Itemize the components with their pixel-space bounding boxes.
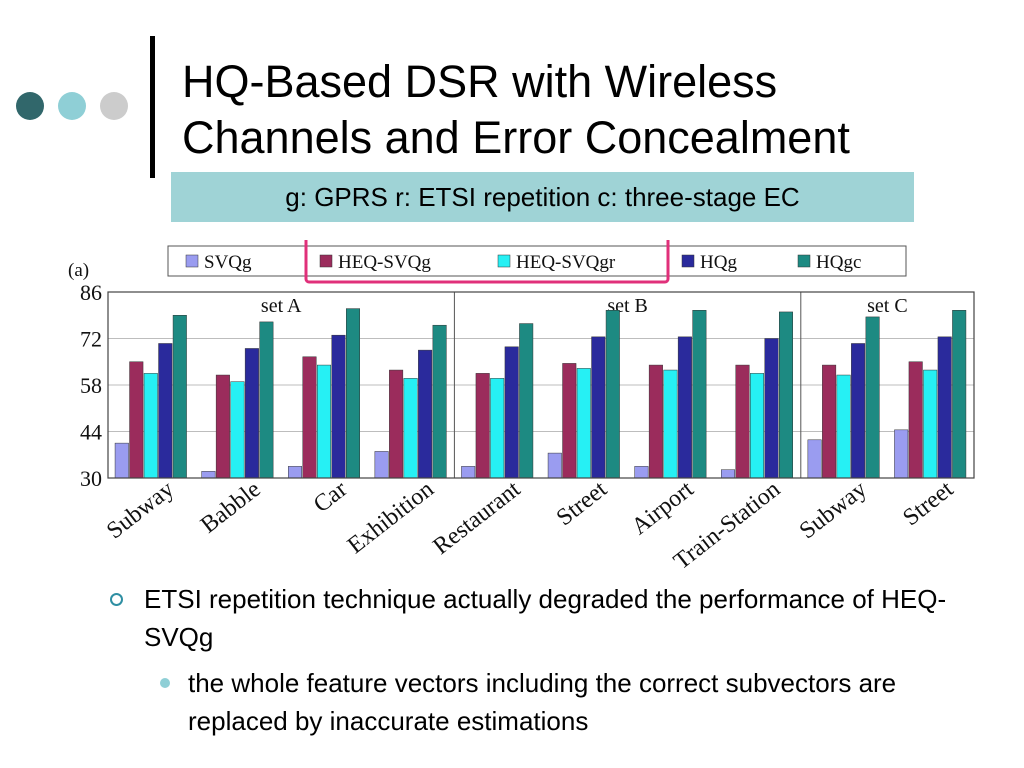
decorative-dots: [16, 92, 128, 120]
bar: [894, 429, 909, 479]
bar: [374, 451, 389, 479]
bar: [230, 381, 245, 479]
sub-bullet-text: the whole feature vectors including the …: [188, 668, 897, 736]
x-tick-label: Airport: [627, 476, 699, 540]
bar: [807, 439, 822, 479]
legend-swatch: [681, 254, 695, 268]
slide-title-line-2: Channels and Error Concealment: [182, 112, 850, 163]
slide-title: HQ-Based DSR with Wireless Channels and …: [182, 54, 850, 166]
bar: [822, 364, 837, 479]
panel-label: (a): [68, 260, 89, 281]
bar: [937, 336, 952, 479]
bar: [288, 466, 302, 479]
x-tick-label: Exhibition: [343, 476, 439, 559]
x-tick-label: Restaurant: [429, 476, 526, 560]
bar: [215, 374, 230, 479]
title-divider: [150, 36, 155, 178]
bar: [923, 369, 938, 479]
legend-label: SVQg: [204, 252, 252, 273]
bar: [663, 369, 678, 479]
bullet-text: ETSI repetition technique actually degra…: [144, 584, 947, 652]
group-label: set C: [867, 295, 908, 317]
bar: [648, 364, 663, 479]
dot-light: [58, 92, 86, 120]
bar: [836, 374, 851, 479]
y-tick-label: 58: [80, 373, 102, 398]
bar: [461, 466, 476, 479]
filled-circle-bullet-icon: [160, 678, 170, 688]
sub-bullet-item: the whole feature vectors including the …: [160, 664, 988, 740]
legend-box: [167, 245, 907, 277]
slide-title-line-1: HQ-Based DSR with Wireless: [182, 56, 778, 107]
bar: [562, 363, 577, 479]
x-tick-label: Street: [552, 476, 612, 531]
bar: [865, 316, 880, 479]
y-tick-label: 72: [80, 327, 102, 352]
dot-gray: [100, 92, 128, 120]
legend-label: HEQ-SVQg: [338, 252, 431, 273]
bar: [317, 364, 331, 479]
bar: [346, 308, 360, 479]
bar: [750, 373, 764, 479]
bar: [677, 336, 692, 479]
bar: [764, 338, 779, 479]
bar: [547, 452, 562, 479]
legend-label: HQgc: [816, 252, 861, 273]
bar: [475, 373, 490, 479]
bar: [129, 361, 144, 479]
x-tick-label: Car: [309, 476, 352, 518]
bar: [302, 356, 317, 479]
bar: [591, 336, 606, 479]
bar: [908, 361, 923, 479]
bar: [244, 348, 259, 479]
bar: [605, 310, 620, 479]
group-label: set A: [261, 295, 302, 317]
x-tick-label: Babble: [196, 476, 266, 538]
legend-label: HQg: [700, 252, 737, 273]
dot-dark: [16, 92, 44, 120]
x-tick-label: Subway: [102, 476, 179, 544]
bar: [172, 315, 187, 479]
plot-frame: [107, 291, 975, 479]
bar: [519, 323, 534, 479]
bar: [504, 346, 519, 479]
legend-swatch: [497, 254, 511, 268]
bar: [114, 442, 129, 479]
bar: [692, 310, 707, 479]
y-tick-label: 44: [80, 420, 102, 445]
bar: [634, 466, 649, 479]
legend-swatch: [319, 254, 333, 268]
bar: [952, 310, 967, 479]
bar: [735, 364, 750, 479]
bar: [331, 334, 346, 479]
bar: [851, 343, 866, 479]
bar: [259, 321, 274, 479]
bar: [389, 369, 404, 479]
bar: [721, 469, 735, 479]
bar: [576, 368, 591, 479]
legend-swatch: [185, 254, 199, 268]
bar: [143, 373, 158, 479]
bullet-item: ETSI repetition technique actually degra…: [108, 580, 988, 656]
y-tick-label: 30: [80, 466, 102, 491]
x-tick-label: Street: [898, 476, 958, 531]
bar: [201, 471, 216, 479]
legend-highlight-box: [304, 240, 670, 284]
x-tick-label: Subway: [795, 476, 872, 544]
bar: [432, 324, 447, 479]
legend-swatch: [797, 254, 811, 268]
subtitle-banner: g: GPRS r: ETSI repetition c: three-stag…: [171, 172, 914, 222]
bullet-list: ETSI repetition technique actually degra…: [108, 580, 988, 740]
bar: [490, 378, 505, 479]
bar: [403, 378, 418, 479]
legend-label: HEQ-SVQgr: [516, 252, 616, 273]
bar: [158, 343, 173, 479]
y-tick-label: 86: [80, 280, 102, 305]
bar: [779, 311, 793, 479]
bar: [418, 349, 433, 479]
hollow-circle-bullet-icon: [110, 593, 123, 606]
